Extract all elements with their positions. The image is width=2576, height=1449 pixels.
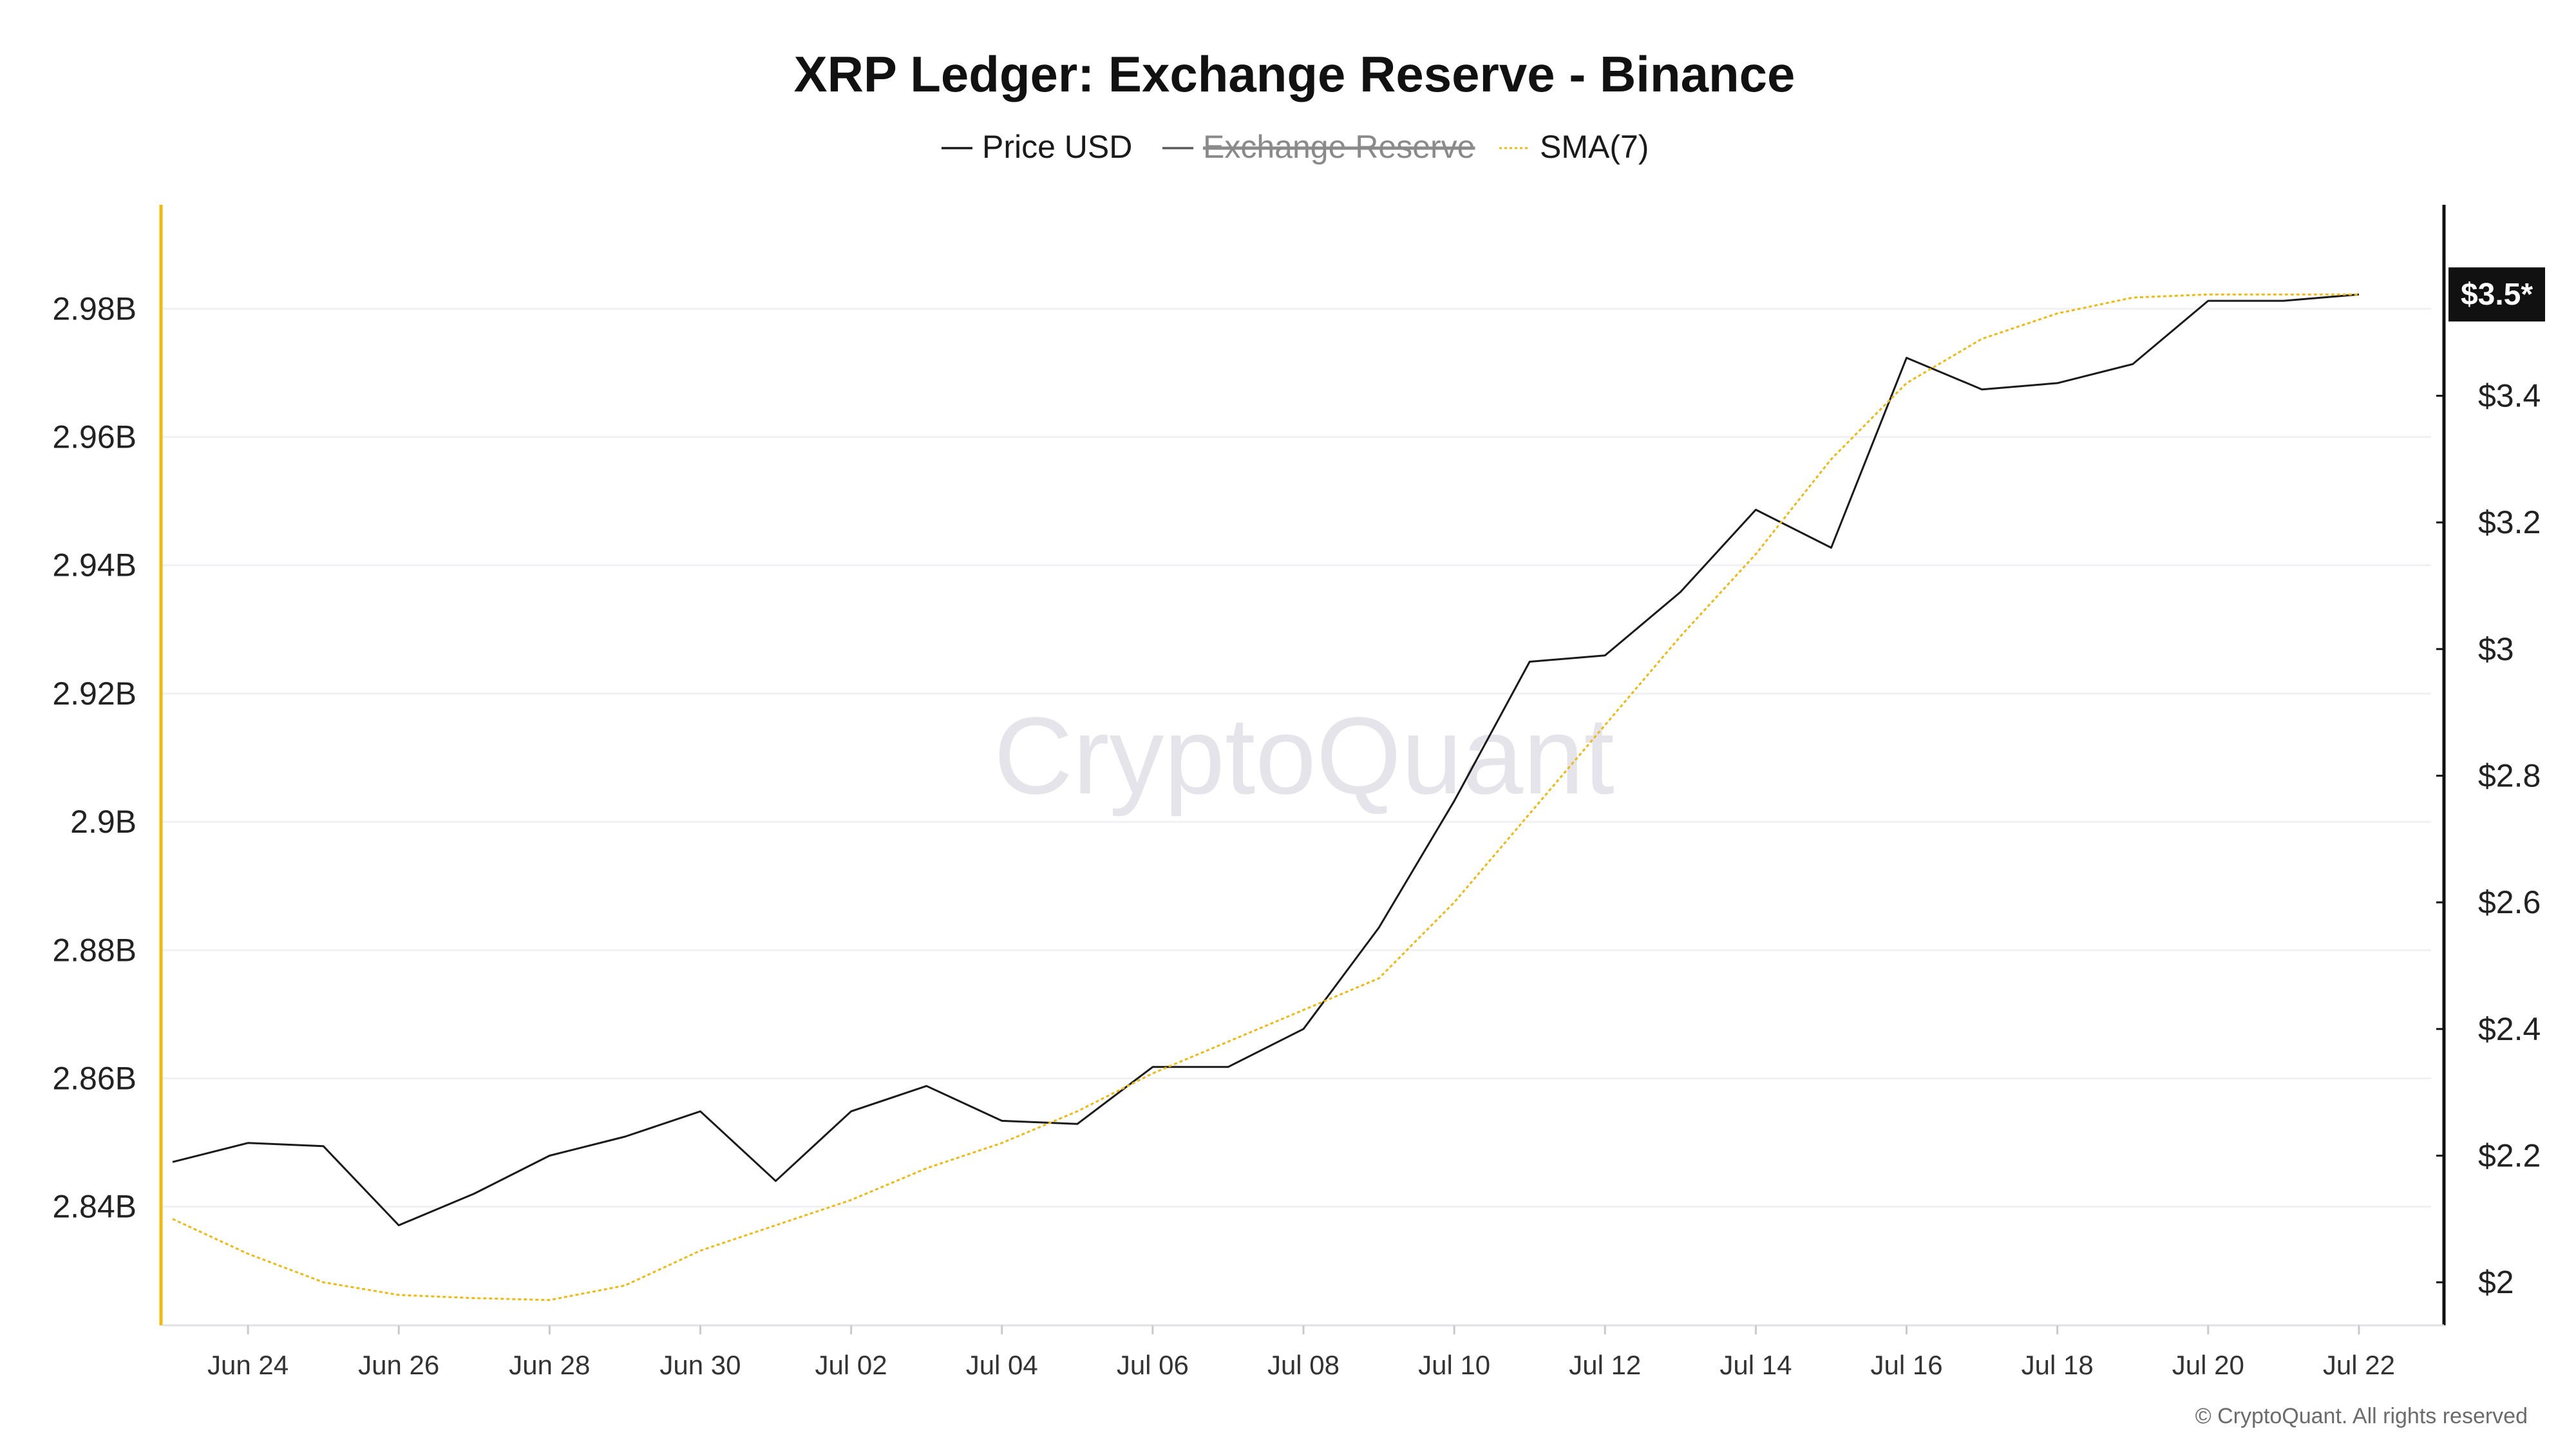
x-tick-label: Jul 10	[1418, 1350, 1490, 1380]
y-left-tick-label: 2.84B	[52, 1189, 137, 1225]
x-tick-label: Jul 04	[966, 1350, 1038, 1380]
series-line-sma-7	[172, 293, 2359, 1302]
x-tick-label: Jun 26	[358, 1350, 439, 1380]
x-tick-label: Jul 02	[815, 1350, 887, 1380]
x-tick-label: Jul 22	[2323, 1350, 2395, 1380]
grid	[161, 307, 2431, 1208]
current-price-badge-label: $3.5*	[2461, 278, 2533, 312]
y-left-tick-label: 2.92B	[52, 676, 137, 712]
y-left-tick-label: 2.88B	[52, 932, 137, 968]
legend-label: Exchange Reserve	[1203, 129, 1475, 165]
legend: Price USD Exchange Reserve SMA(7)	[942, 129, 1649, 165]
x-tick-label: Jul 08	[1267, 1350, 1340, 1380]
x-tick-label: Jul 14	[1719, 1350, 1792, 1380]
series-line-price-usd	[172, 293, 2360, 1227]
y-right-tick-label: $3.2	[2478, 504, 2541, 540]
x-tick-label: Jul 06	[1117, 1350, 1189, 1380]
y-right-tick-label: $2.8	[2478, 758, 2541, 794]
x-tick-label: Jun 30	[659, 1350, 741, 1380]
x-tick-label: Jul 20	[2172, 1350, 2244, 1380]
legend-label: Price USD	[982, 129, 1132, 165]
chart-title: XRP Ledger: Exchange Reserve - Binance	[794, 46, 1795, 102]
y-left-tick-label: 2.98B	[52, 290, 137, 327]
copyright-text: © CryptoQuant. All rights reserved	[2195, 1404, 2528, 1428]
y-right-tick-label: $2.6	[2478, 884, 2541, 920]
y-left-tick-label: 2.96B	[52, 419, 137, 455]
y-left-tick-label: 2.86B	[52, 1061, 137, 1097]
y-right-tick-label: $3	[2478, 631, 2514, 667]
x-tick-label: Jul 12	[1569, 1350, 1641, 1380]
y-left-tick-label: 2.9B	[70, 804, 137, 840]
y-right-tick-label: $3.4	[2478, 378, 2541, 414]
series-layer: $3.5*	[172, 267, 2545, 1302]
legend-item-price-usd[interactable]: Price USD	[942, 129, 1132, 165]
current-price-badge: $3.5*	[2448, 267, 2545, 322]
x-tick-label: Jul 16	[1870, 1350, 1942, 1380]
x-tick-label: Jun 24	[207, 1350, 289, 1380]
current-price-badge-bg	[2448, 267, 2545, 322]
legend-label: SMA(7)	[1540, 129, 1649, 165]
x-tick-label: Jun 28	[509, 1350, 590, 1380]
y-right-tick-label: $2.2	[2478, 1137, 2541, 1173]
legend-item-sma-7[interactable]: SMA(7)	[1499, 129, 1649, 165]
y-right-tick-label: $2.4	[2478, 1011, 2541, 1047]
y-left-tick-label: 2.94B	[52, 547, 137, 583]
watermark-logo-text: CryptoQuant	[994, 695, 1615, 817]
y-right-tick-label: $2	[2478, 1264, 2514, 1300]
legend-item-exchange-reserve[interactable]: Exchange Reserve	[1162, 129, 1475, 165]
axes: 2.84B 2.86B 2.88B 2.9B 2.92B 2.94B 2.96B 2.98B $…	[52, 205, 2541, 1380]
x-tick-label: Jul 18	[2022, 1350, 2094, 1380]
